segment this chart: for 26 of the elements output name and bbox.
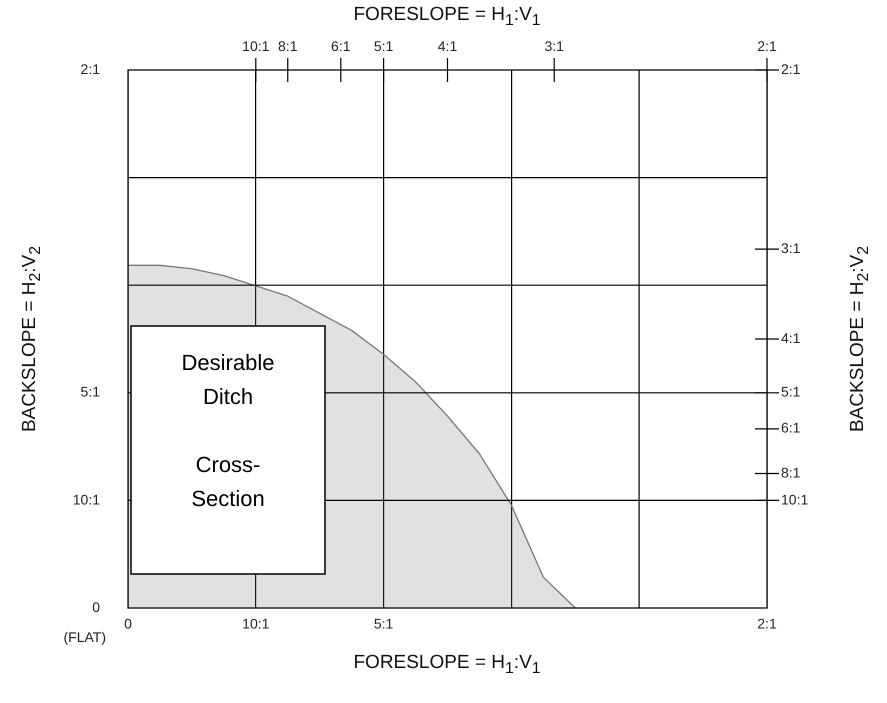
text: 10:1 bbox=[242, 38, 270, 54]
x-tick-label: 10:1 bbox=[242, 615, 270, 632]
text: 6:1 bbox=[331, 38, 351, 54]
x-axis-title: FORESLOPE = H$_{1}$:V$_{1}$ bbox=[353, 652, 541, 678]
x2-axis-title: FORESLOPE = H$_{1}$:V$_{1}$ bbox=[353, 4, 541, 30]
text: 5:1 bbox=[781, 384, 801, 400]
text: 5:1 bbox=[374, 38, 394, 54]
text: 3:1 bbox=[544, 38, 564, 54]
text: Desirable Ditch Cross- Section bbox=[182, 350, 274, 512]
text: 10:1 bbox=[781, 491, 808, 508]
text: 2:1 bbox=[757, 38, 777, 54]
x-tick-label: 2:1 bbox=[757, 615, 777, 632]
text: 8:1 bbox=[278, 38, 298, 54]
text: 6:1 bbox=[781, 420, 801, 436]
text: 2:1 bbox=[80, 60, 100, 77]
text: 4:1 bbox=[438, 38, 458, 54]
text: 2:1 bbox=[781, 60, 801, 77]
x-tick-label: 0 bbox=[124, 615, 132, 632]
text: 4:1 bbox=[781, 330, 801, 346]
x-tick-label: 5:1 bbox=[374, 615, 394, 632]
text: 0 bbox=[92, 598, 100, 615]
text: 3:1 bbox=[781, 240, 801, 256]
text: 8:1 bbox=[781, 464, 801, 480]
text: 5:1 bbox=[80, 384, 100, 400]
text: 10:1 bbox=[72, 491, 100, 508]
text: (FLAT) bbox=[63, 628, 106, 645]
